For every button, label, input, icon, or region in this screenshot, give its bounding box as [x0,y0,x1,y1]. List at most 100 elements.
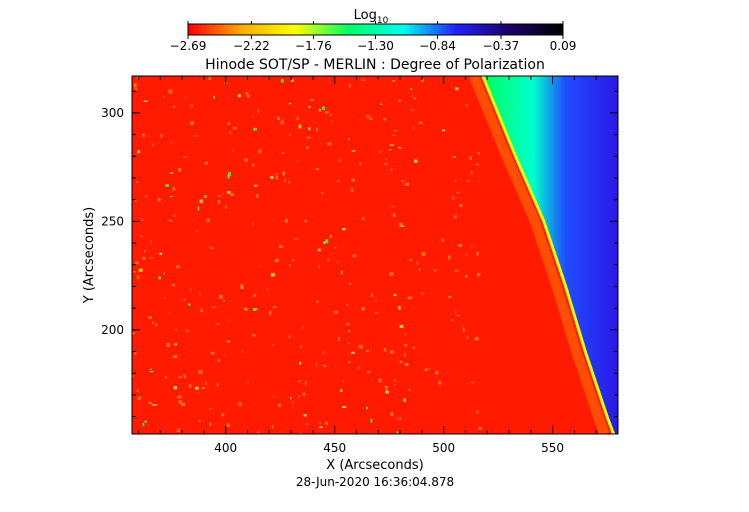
speckle [176,265,180,269]
speckle [463,329,465,332]
x-tick-label: 550 [541,441,564,455]
speckle [465,253,468,256]
speckle [404,344,408,347]
speckle [365,406,368,410]
speckle [319,426,323,428]
speckle [346,323,350,326]
y-axis-label: Y (Arcseconds) [82,207,97,304]
speckle [386,388,388,392]
speckle [338,337,340,341]
speckle [466,336,469,340]
speckle [141,218,144,221]
speckle [232,127,237,130]
heatmap-image [132,76,618,434]
speckle [456,191,460,193]
speckle [351,95,353,98]
colorbar-tick-label: −0.84 [419,39,456,53]
speckle [136,76,139,80]
speckle [454,179,457,183]
speckle [198,370,203,375]
speckle [308,127,311,131]
speckle [319,108,321,112]
disk-speckles [132,76,483,434]
y-tick-label: 250 [101,214,124,228]
speckle [144,249,146,253]
speckle [227,191,231,194]
speckle [389,272,394,276]
speckle [319,421,321,425]
speckle [378,151,382,153]
speckle [258,149,262,154]
speckle [419,121,423,125]
speckle [223,299,225,302]
speckle [152,321,154,325]
speckle [352,254,357,258]
speckle [299,361,302,365]
speckle [183,298,186,301]
speckle [177,428,180,433]
speckle [338,159,341,162]
speckle [358,366,360,370]
colorbar [187,23,564,36]
colorbar-tick-label: −0.37 [483,39,520,53]
speckle [273,396,276,398]
speckle [398,147,402,149]
speckle [414,97,417,100]
speckle [186,329,189,333]
speckle [477,273,481,277]
speckle [476,410,479,414]
speckle [252,163,255,167]
speckle [340,389,343,392]
speckle [455,87,459,91]
speckle [160,134,163,138]
speckle [222,193,224,195]
speckle [388,149,392,151]
speckle [240,283,243,288]
speckle [205,382,207,386]
speckle [140,235,143,238]
speckle [366,349,369,353]
speckle [303,414,307,417]
speckle [252,308,257,311]
speckle [199,420,201,423]
speckle [288,181,291,184]
speckle [347,330,351,333]
speckle [257,431,260,433]
speckle [165,184,169,187]
speckle [177,167,182,172]
speckle [412,346,415,349]
colorbar-title-subscript: 10 [377,16,389,26]
speckle [452,155,457,159]
speckle [188,384,192,388]
speckle [413,126,415,131]
speckle [321,191,324,194]
speckle [292,401,294,404]
speckle [275,173,278,176]
speckle [257,109,259,113]
speckle [225,205,227,209]
speckle [424,368,428,372]
speckle [172,106,176,108]
speckle [348,361,351,364]
speckle [229,131,232,134]
speckle [378,378,382,383]
speckle [383,118,386,121]
speckle [465,274,468,278]
speckle [133,83,137,88]
speckle [370,418,373,423]
speckle [478,427,483,430]
speckle [229,319,231,322]
speckle [173,385,178,390]
speckle [280,79,284,83]
speckle [411,109,414,112]
speckle [270,273,275,277]
speckle [275,176,278,180]
speckle [281,119,284,124]
limb-edge [481,76,616,434]
speckle [209,422,211,426]
speckle [471,381,475,384]
speckle [337,180,340,183]
speckle [334,310,338,314]
speckle [238,402,242,407]
speckle [441,238,444,242]
